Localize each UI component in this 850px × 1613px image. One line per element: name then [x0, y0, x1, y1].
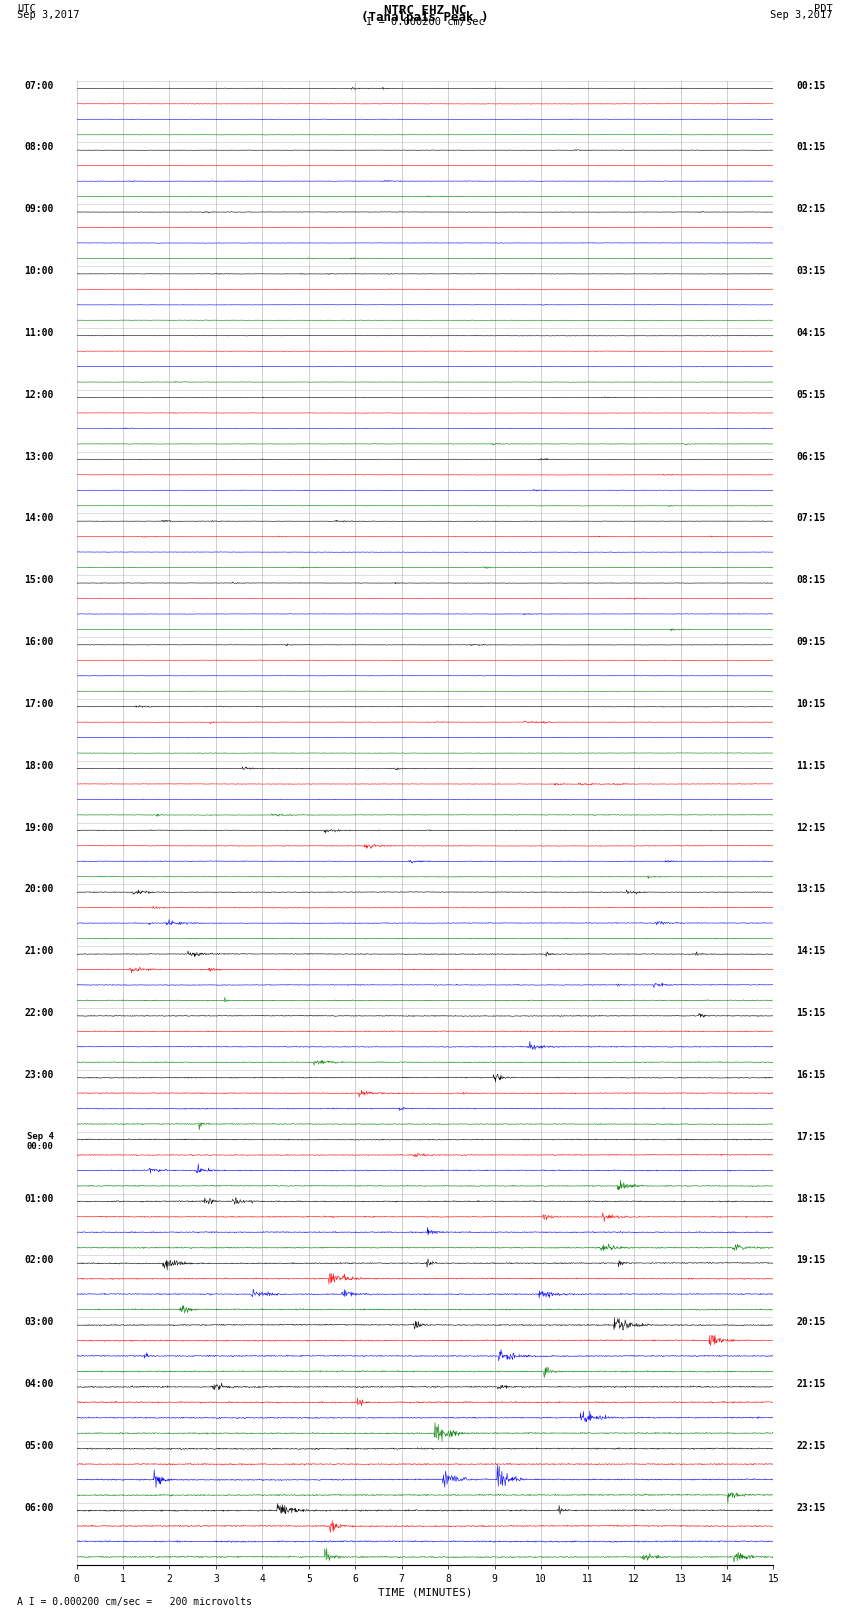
- Text: 03:00: 03:00: [24, 1318, 54, 1327]
- Text: 07:15: 07:15: [796, 513, 826, 524]
- Text: 17:00: 17:00: [24, 698, 54, 710]
- Text: 04:15: 04:15: [796, 327, 826, 339]
- Text: 04:00: 04:00: [24, 1379, 54, 1389]
- Text: 23:15: 23:15: [796, 1503, 826, 1513]
- Text: 01:00: 01:00: [24, 1194, 54, 1203]
- Text: Sep 3,2017: Sep 3,2017: [17, 11, 80, 21]
- Text: 05:00: 05:00: [24, 1440, 54, 1452]
- Text: Sep 4
00:00: Sep 4 00:00: [26, 1132, 54, 1152]
- X-axis label: TIME (MINUTES): TIME (MINUTES): [377, 1587, 473, 1598]
- Text: 12:15: 12:15: [796, 823, 826, 832]
- Text: 22:00: 22:00: [24, 1008, 54, 1018]
- Text: 22:15: 22:15: [796, 1440, 826, 1452]
- Text: 23:00: 23:00: [24, 1069, 54, 1081]
- Text: 12:00: 12:00: [24, 390, 54, 400]
- Text: 14:15: 14:15: [796, 947, 826, 957]
- Text: 02:00: 02:00: [24, 1255, 54, 1266]
- Text: 05:15: 05:15: [796, 390, 826, 400]
- Text: 13:15: 13:15: [796, 884, 826, 895]
- Text: 21:15: 21:15: [796, 1379, 826, 1389]
- Text: 06:00: 06:00: [24, 1503, 54, 1513]
- Text: Sep 3,2017: Sep 3,2017: [770, 11, 833, 21]
- Text: I = 0.000200 cm/sec: I = 0.000200 cm/sec: [366, 18, 484, 27]
- Text: 17:15: 17:15: [796, 1132, 826, 1142]
- Text: 01:15: 01:15: [796, 142, 826, 153]
- Text: 21:00: 21:00: [24, 947, 54, 957]
- Text: 15:00: 15:00: [24, 576, 54, 586]
- Text: 09:15: 09:15: [796, 637, 826, 647]
- Text: UTC: UTC: [17, 5, 36, 15]
- Text: 11:00: 11:00: [24, 327, 54, 339]
- Text: 20:15: 20:15: [796, 1318, 826, 1327]
- Text: 11:15: 11:15: [796, 761, 826, 771]
- Text: 10:00: 10:00: [24, 266, 54, 276]
- Text: 03:15: 03:15: [796, 266, 826, 276]
- Text: (Tanalpais Peak ): (Tanalpais Peak ): [361, 11, 489, 24]
- Text: 00:15: 00:15: [796, 81, 826, 90]
- Text: 13:00: 13:00: [24, 452, 54, 461]
- Text: 19:00: 19:00: [24, 823, 54, 832]
- Text: 16:15: 16:15: [796, 1069, 826, 1081]
- Text: A I = 0.000200 cm/sec =   200 microvolts: A I = 0.000200 cm/sec = 200 microvolts: [17, 1597, 252, 1607]
- Text: 10:15: 10:15: [796, 698, 826, 710]
- Text: 20:00: 20:00: [24, 884, 54, 895]
- Text: 07:00: 07:00: [24, 81, 54, 90]
- Text: 19:15: 19:15: [796, 1255, 826, 1266]
- Text: 15:15: 15:15: [796, 1008, 826, 1018]
- Text: 18:15: 18:15: [796, 1194, 826, 1203]
- Text: 09:00: 09:00: [24, 205, 54, 215]
- Text: 02:15: 02:15: [796, 205, 826, 215]
- Text: 14:00: 14:00: [24, 513, 54, 524]
- Text: NTRC EHZ NC: NTRC EHZ NC: [383, 5, 467, 18]
- Text: 08:00: 08:00: [24, 142, 54, 153]
- Text: 08:15: 08:15: [796, 576, 826, 586]
- Text: 16:00: 16:00: [24, 637, 54, 647]
- Text: PDT: PDT: [814, 5, 833, 15]
- Text: 18:00: 18:00: [24, 761, 54, 771]
- Text: 06:15: 06:15: [796, 452, 826, 461]
